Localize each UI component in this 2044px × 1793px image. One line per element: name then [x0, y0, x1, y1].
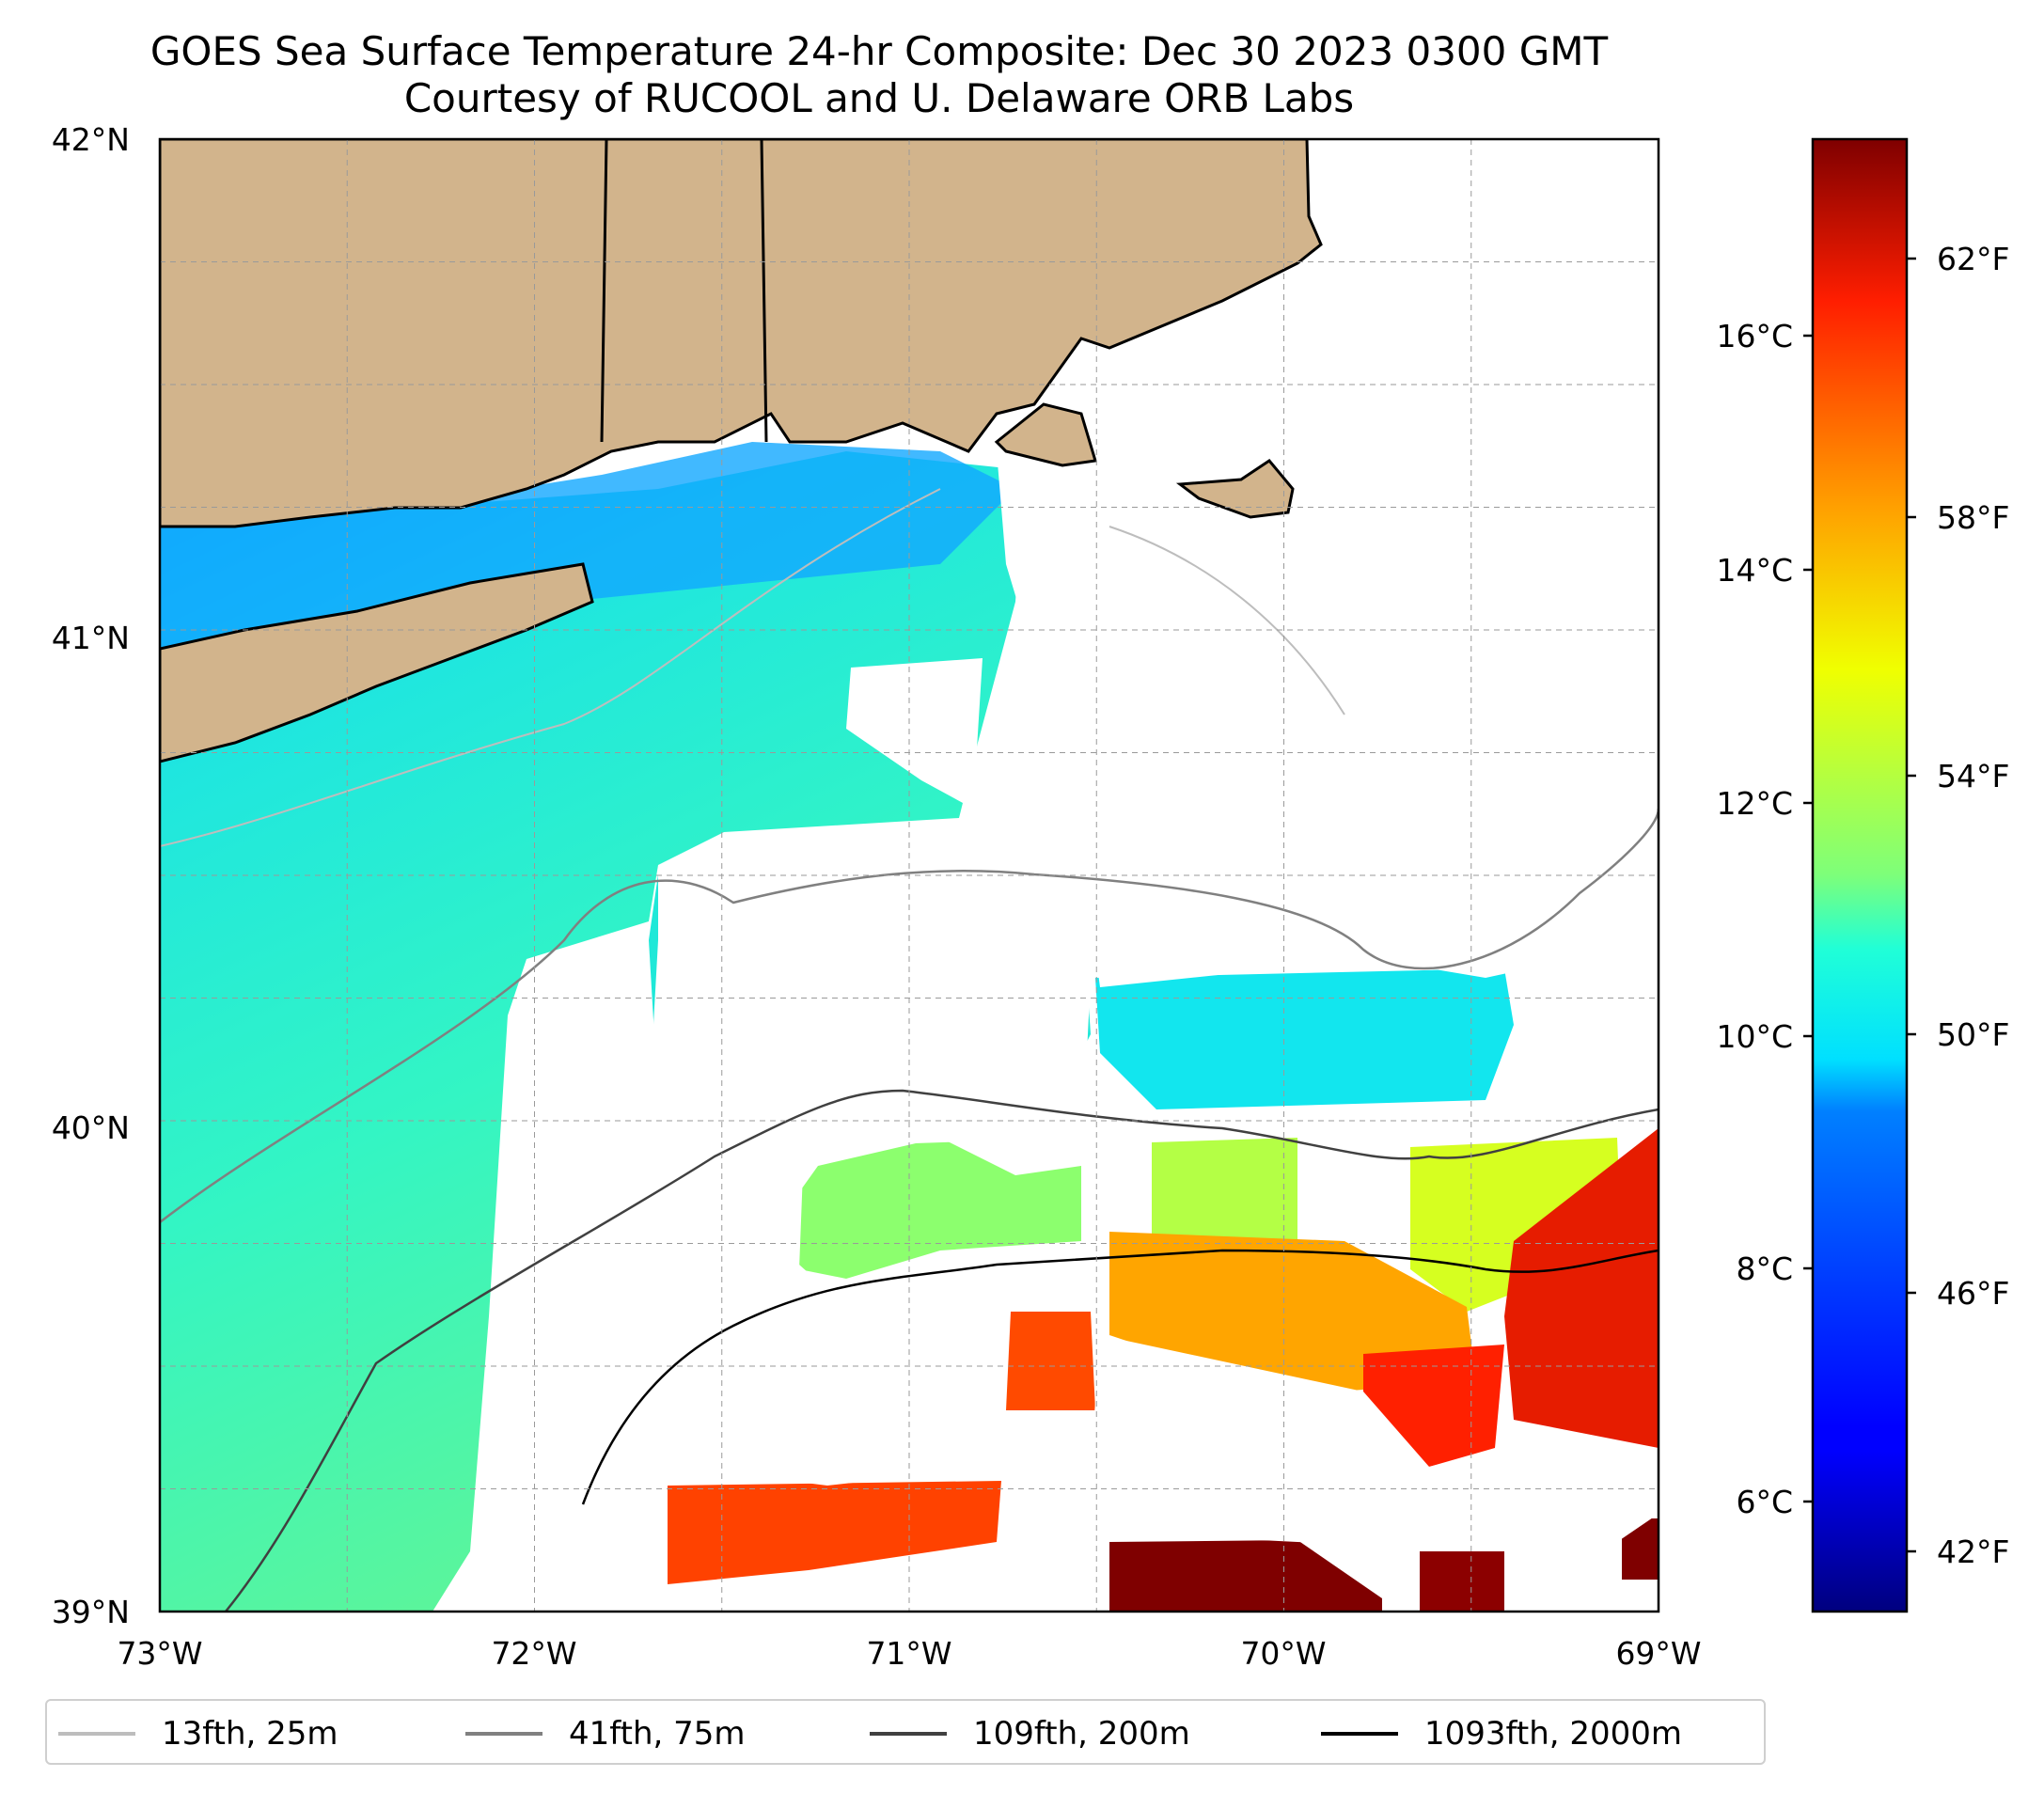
legend-label: 1093fth, 2000m	[1424, 1715, 1683, 1753]
warm-band-orange	[1109, 1232, 1476, 1392]
legend-item-75m: 41fth, 75m	[465, 1701, 746, 1767]
legend-swatch	[58, 1732, 135, 1736]
lon-tick-73w: 73°W	[117, 1635, 202, 1672]
colorbar-fahrenheit-label: 42°F	[1937, 1533, 2009, 1570]
colorbar-celsius-label: 10°C	[1716, 1018, 1793, 1055]
colorbar-fahrenheit-label: 54°F	[1937, 758, 2009, 794]
lon-tick-72w: 72°W	[491, 1635, 576, 1672]
legend-label: 13fth, 25m	[162, 1715, 338, 1753]
shelf-water-region	[160, 451, 1025, 1612]
land-marthas-vineyard	[994, 402, 1097, 467]
lon-tick-70w: 70°W	[1240, 1635, 1326, 1672]
sst-field	[160, 139, 1659, 1612]
lon-tick-69w: 69°W	[1615, 1635, 1701, 1672]
lat-tick-42n: 42°N	[52, 121, 130, 158]
lon-tick-71w: 71°W	[866, 1635, 951, 1672]
hot-patch-corner	[1622, 1518, 1659, 1580]
legend-item-2000m: 1093fth, 2000m	[1321, 1701, 1682, 1767]
hot-patch-southeast	[1420, 1551, 1504, 1612]
gulfstream-red-east	[1504, 1128, 1659, 1448]
land-nantucket	[1175, 459, 1295, 519]
colorbar-celsius-label: 12°C	[1716, 785, 1793, 822]
lat-tick-41n: 41°N	[52, 620, 130, 656]
no-data-region-patch	[846, 658, 983, 809]
colorbar-fahrenheit-label: 46°F	[1937, 1275, 2009, 1312]
state-boundary-line	[600, 139, 768, 443]
no-data-region-east	[997, 442, 1659, 987]
isobath-75m	[160, 808, 1659, 1223]
no-data-region-south	[489, 1265, 1006, 1598]
warm-eddy-south	[668, 1481, 1001, 1584]
no-data-region-shelf	[611, 827, 1128, 1260]
hot-eddy-south	[1109, 1540, 1382, 1612]
map-frame	[158, 137, 1660, 1613]
colorbar-fahrenheit-label: 50°F	[1937, 1016, 2009, 1053]
no-data-region-southeast	[1091, 1335, 1659, 1551]
slope-patch-yellow	[1152, 1138, 1297, 1250]
isobath-25m	[160, 488, 1345, 847]
isobath-2000m	[581, 1249, 1659, 1505]
map-title: GOES Sea Surface Temperature 24-hr Compo…	[149, 28, 1609, 74]
colorbar-celsius-label: 8°C	[1736, 1250, 1793, 1287]
lat-tick-40n: 40°N	[52, 1109, 130, 1146]
isobath-legend: 13fth, 25m 41fth, 75m 109fth, 200m 1093f…	[45, 1699, 1766, 1765]
colorbar	[1811, 137, 1909, 1613]
colorbar-fahrenheit-label: 58°F	[1937, 499, 2009, 536]
legend-swatch	[465, 1732, 542, 1736]
legend-item-25m: 13fth, 25m	[58, 1701, 338, 1767]
colorbar-ticks: 16°C 14°C 12°C 10°C 8°C 6°C 62°F 58°F 54…	[1716, 241, 2009, 1570]
colorbar-fahrenheit-label: 62°F	[1937, 241, 2009, 277]
map-subtitle: Courtesy of RUCOOL and U. Delaware ORB L…	[403, 75, 1355, 121]
shelf-patch-east	[1095, 968, 1514, 1109]
colorbar-celsius-label: 14°C	[1716, 552, 1793, 589]
legend-label: 41fth, 75m	[569, 1715, 746, 1753]
legend-label: 109fth, 200m	[973, 1715, 1190, 1753]
lat-tick-39n: 39°N	[52, 1594, 130, 1630]
warm-eddy-small	[1006, 1312, 1095, 1410]
legend-swatch	[1321, 1732, 1398, 1736]
land-new-england	[160, 139, 1323, 528]
legend-item-200m: 109fth, 200m	[870, 1701, 1190, 1767]
isobath-200m	[225, 1089, 1659, 1612]
legend-swatch	[870, 1732, 947, 1736]
colorbar-celsius-label: 6°C	[1736, 1484, 1793, 1520]
colorbar-celsius-label: 16°C	[1716, 318, 1793, 354]
